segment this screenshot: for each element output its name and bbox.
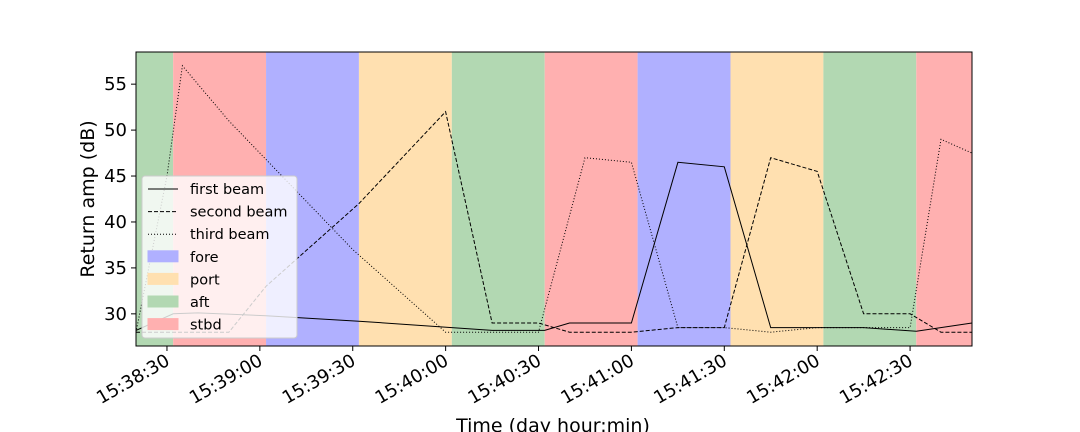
- x-tick-label: 15:41:00: [557, 350, 638, 409]
- legend-label: first beam: [190, 182, 264, 198]
- series-line-2: [136, 110, 972, 333]
- legend-label: second beam: [190, 205, 287, 221]
- x-tick-label: 15:40:00: [372, 350, 453, 409]
- plot-frame: [135, 51, 973, 347]
- legend-label: stbd: [190, 318, 222, 334]
- legend: first beam second beam third beam fore port a…: [141, 175, 298, 339]
- series-line-3: [135, 64, 973, 333]
- x-axis-ticks: 15:38:30 15:39:00 15:39:30 15:40:00 15:40:30…: [93, 346, 917, 409]
- background-bands: [136, 52, 972, 346]
- x-tick-label: 15:42:00: [743, 350, 824, 409]
- y-tick-label: 35: [104, 258, 127, 279]
- band-stbd-9: [916, 52, 972, 346]
- y-tick-label: 50: [104, 120, 127, 141]
- band-fore-6: [637, 52, 731, 346]
- x-tick-label: 15:42:30: [836, 350, 917, 409]
- y-tick-label: 55: [104, 74, 127, 95]
- y-tick-label: 30: [104, 304, 127, 325]
- legend-label: aft: [190, 295, 210, 311]
- x-tick-label: 15:38:30: [93, 350, 174, 409]
- x-axis-label: Time (day hour:min): [455, 415, 650, 432]
- x-tick-label: 15:41:30: [650, 350, 731, 409]
- x-tick-label: 15:39:30: [279, 350, 360, 409]
- y-axis-label: Return amp (dB): [77, 120, 99, 277]
- legend-label: port: [190, 272, 220, 288]
- y-tick-label: 45: [104, 166, 127, 187]
- legend-box: [141, 175, 298, 339]
- band-aft-8: [823, 52, 917, 346]
- band-aft-4: [451, 52, 545, 346]
- legend-swatch-aft: [147, 295, 179, 308]
- legend-swatch-port: [147, 272, 179, 285]
- band-port-7: [730, 52, 824, 346]
- legend-label: fore: [190, 250, 219, 266]
- x-tick-label: 15:39:00: [186, 350, 267, 409]
- legend-label: third beam: [190, 227, 270, 243]
- band-stbd-5: [544, 52, 638, 346]
- band-port-3: [358, 52, 452, 346]
- x-tick-label: 15:40:30: [465, 350, 546, 409]
- legend-swatch-fore: [147, 250, 179, 263]
- legend-swatch-stbd: [147, 318, 179, 331]
- y-tick-label: 40: [104, 212, 127, 233]
- y-axis-ticks: 30 35 40 45 50 55: [104, 74, 136, 325]
